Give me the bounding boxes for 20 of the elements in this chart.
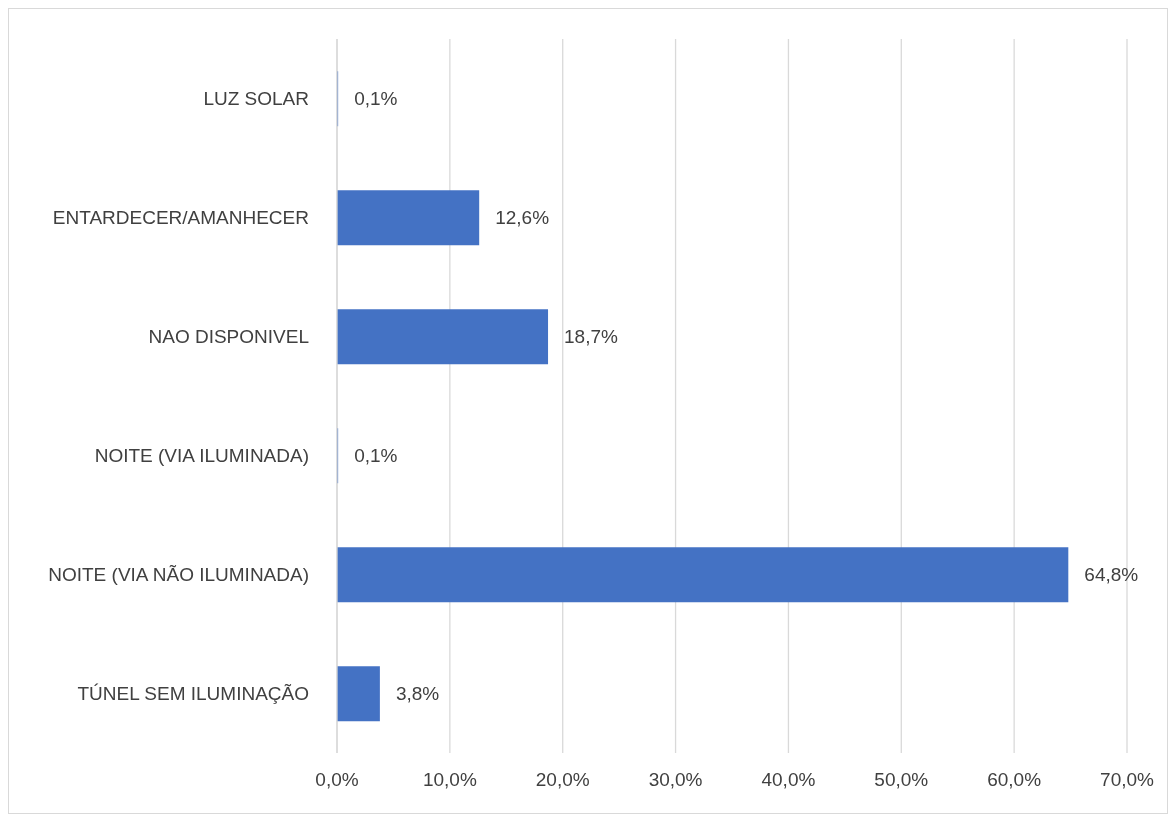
x-tick-label: 0,0% [315,769,359,791]
y-tick-label: NOITE (VIA NÃO ILUMINADA) [48,564,309,586]
data-label: 0,1% [354,445,398,467]
x-tick-label: 10,0% [422,769,477,791]
y-tick-label: ENTARDECER/AMANHECER [52,207,309,229]
data-label: 64,8% [1084,564,1139,586]
y-tick-label: NOITE (VIA ILUMINADA) [94,445,309,467]
x-tick-label: 30,0% [648,769,703,791]
y-tick-label: NAO DISPONIVEL [148,326,309,348]
data-label: 12,6% [495,207,550,229]
x-tick-label: 50,0% [874,769,929,791]
x-tick-label: 60,0% [987,769,1042,791]
x-tick-label: 20,0% [535,769,590,791]
x-tick-label: 40,0% [761,769,816,791]
data-label: 0,1% [354,88,398,110]
x-tick-label: 70,0% [1100,769,1155,791]
y-tick-label: TÚNEL SEM ILUMINAÇÃO [77,683,309,705]
data-label: 3,8% [395,683,440,705]
data-label: 18,7% [564,326,619,348]
y-tick-label: LUZ SOLAR [203,88,309,110]
